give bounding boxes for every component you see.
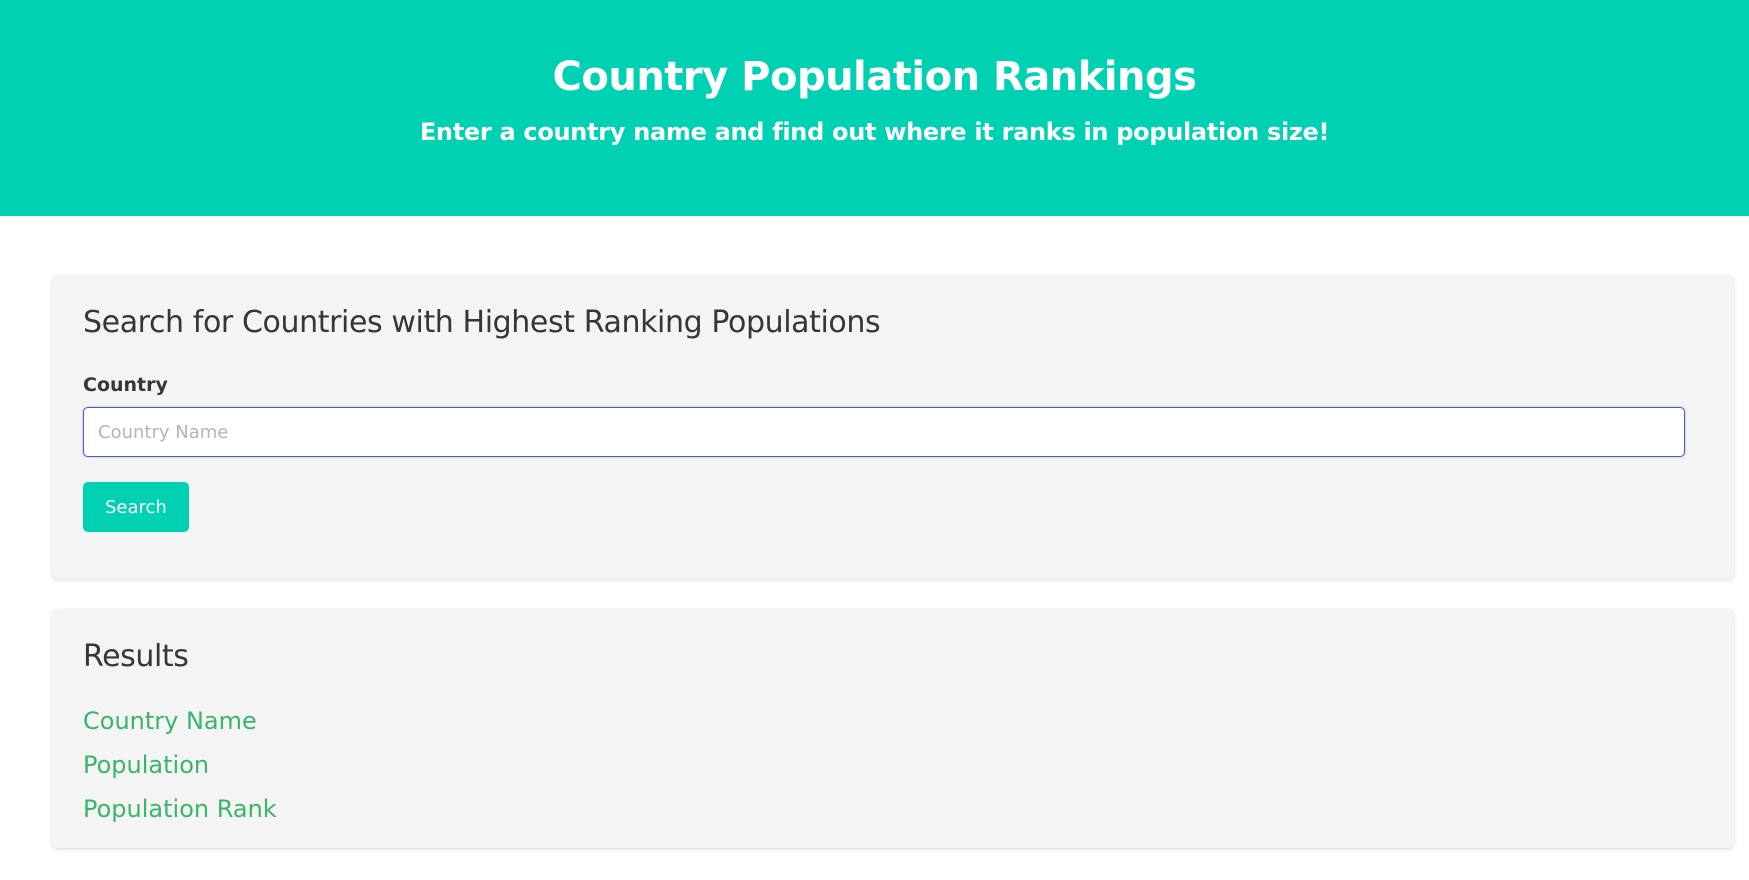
results-box: Results Country Name Population Populati… xyxy=(52,609,1734,848)
country-label: Country xyxy=(83,374,168,396)
hero-banner: Country Population Rankings Enter a coun… xyxy=(0,0,1749,216)
result-population: Population xyxy=(83,751,210,779)
page-title: Country Population Rankings xyxy=(552,54,1197,100)
result-country-name: Country Name xyxy=(83,707,257,735)
country-input[interactable] xyxy=(83,407,1685,457)
search-button[interactable]: Search xyxy=(83,482,189,532)
search-box: Search for Countries with Highest Rankin… xyxy=(52,275,1734,579)
results-title: Results xyxy=(83,639,189,674)
page-subtitle: Enter a country name and find out where … xyxy=(419,118,1330,146)
result-population-rank: Population Rank xyxy=(83,795,277,823)
search-box-title: Search for Countries with Highest Rankin… xyxy=(83,305,881,340)
